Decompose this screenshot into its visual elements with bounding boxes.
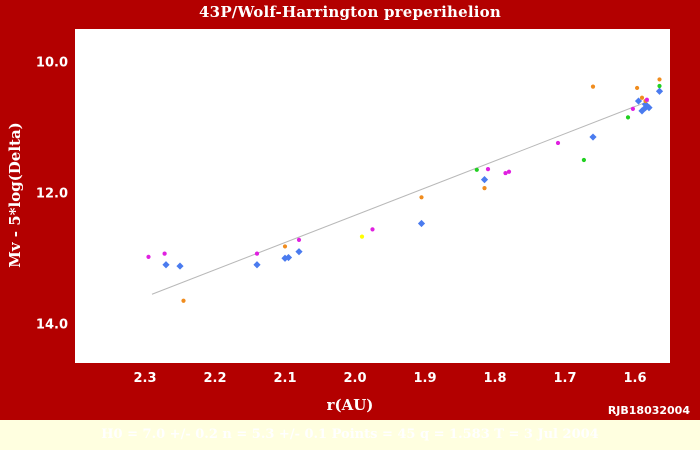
data-point <box>641 100 650 108</box>
data-point <box>657 77 662 82</box>
x-tick-label: 2.3 <box>133 371 156 386</box>
y-tick-labels: 10.0 12.0 14.0 <box>36 56 68 333</box>
scatter-chart: 2.3 2.2 2.1 2.0 1.9 1.8 1.7 1.6 10.0 12.0 14.0 <box>36 29 670 386</box>
x-tick-labels: 2.3 2.2 2.1 2.0 1.9 1.8 1.7 1.6 <box>133 371 646 386</box>
data-point <box>296 237 302 242</box>
y-tick-label: 12.0 <box>36 187 68 202</box>
data-point <box>295 248 303 256</box>
data-point <box>485 167 491 172</box>
data-point <box>581 157 587 163</box>
data-point <box>657 83 662 89</box>
x-tick-label: 1.8 <box>483 371 506 386</box>
data-point <box>162 261 170 269</box>
data-point <box>474 167 479 172</box>
footer-text: H0 = 7.0 +/- 0.2 n = 5.3 +/- 0.1 Points … <box>101 427 599 442</box>
y-tick-label: 14.0 <box>36 318 68 333</box>
data-point <box>655 87 664 95</box>
data-point <box>162 251 167 256</box>
footer-bar: H0 = 7.0 +/- 0.2 n = 5.3 +/- 0.1 Points … <box>0 420 700 450</box>
data-point <box>634 97 643 105</box>
data-point <box>417 219 426 228</box>
data-point <box>503 170 508 176</box>
data-point <box>555 140 561 146</box>
data-point <box>589 133 597 141</box>
data-point <box>359 234 365 239</box>
fit-line <box>151 100 650 295</box>
y-tick-label: 10.0 <box>36 56 68 71</box>
data-point <box>482 186 487 191</box>
data-point <box>146 254 151 260</box>
data-point <box>419 195 424 200</box>
x-tick-label: 1.9 <box>413 371 436 386</box>
data-point <box>370 227 375 232</box>
x-tick-label: 2.0 <box>343 371 366 386</box>
data-point <box>635 85 640 91</box>
x-tick-label: 1.6 <box>623 371 646 386</box>
data-point <box>638 107 646 115</box>
data-point <box>506 169 512 174</box>
data-point <box>282 244 288 249</box>
data-point <box>590 84 596 89</box>
data-point <box>630 106 636 111</box>
points-layer <box>146 77 664 303</box>
data-point <box>639 95 645 100</box>
data-point <box>176 262 184 270</box>
fit-layer <box>151 100 650 295</box>
data-point <box>480 176 489 184</box>
x-tick-label: 2.1 <box>273 371 296 386</box>
data-point <box>254 251 260 256</box>
data-point <box>253 261 261 269</box>
x-axis-label: r(AU) <box>326 396 374 414</box>
plot-area <box>75 29 670 363</box>
chart-title: 43P/Wolf-Harrington preperihelion <box>199 3 501 21</box>
data-point <box>284 253 293 262</box>
credit-label: RJB18032004 <box>607 404 690 417</box>
x-tick-label: 1.7 <box>553 371 576 386</box>
y-axis-label: Mv - 5*log(Delta) <box>6 122 24 268</box>
data-point <box>625 115 631 120</box>
data-point <box>181 298 186 303</box>
data-point <box>644 97 650 102</box>
x-tick-label: 2.2 <box>203 371 226 386</box>
